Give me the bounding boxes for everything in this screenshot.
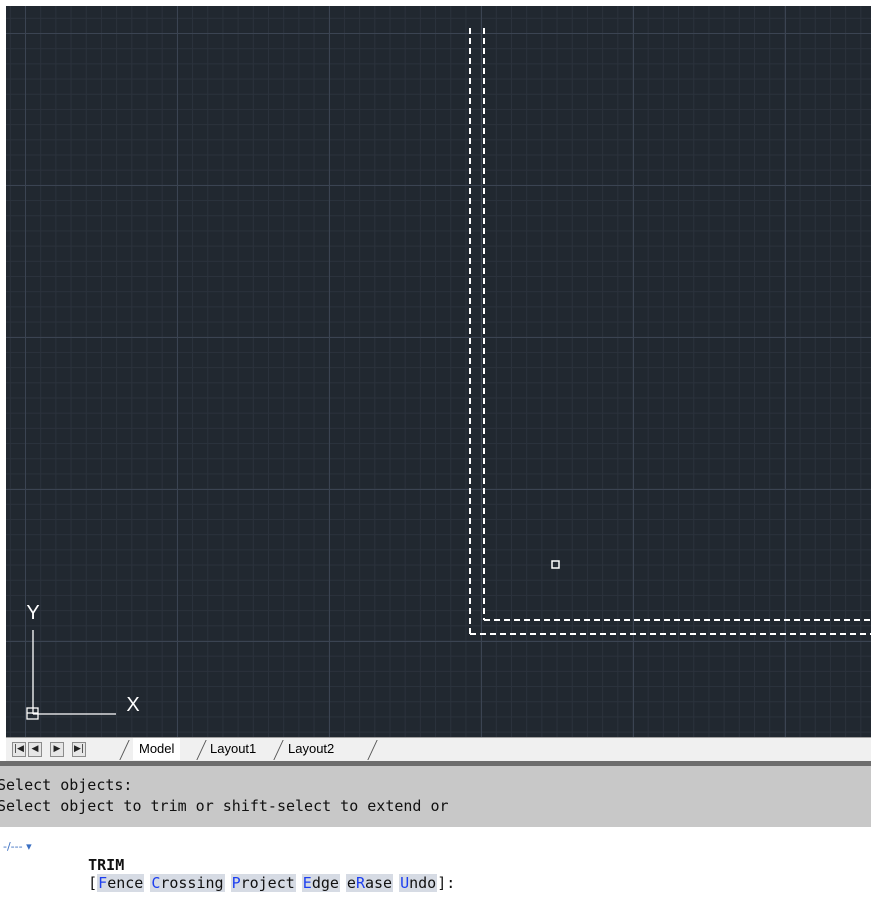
command-prompt: TRIM [Fence Crossing Project Edge eRase Undo]… bbox=[52, 838, 455, 910]
tab-separator bbox=[367, 740, 378, 760]
command-option[interactable]: eRase bbox=[345, 874, 394, 892]
tab-model[interactable]: Model bbox=[133, 738, 181, 760]
ucs-y-label: Y bbox=[26, 602, 39, 624]
history-line: Select object to trim or shift-select to… bbox=[0, 797, 449, 815]
options-close-bracket: ]: bbox=[437, 874, 456, 892]
command-option[interactable]: Fence bbox=[97, 874, 145, 892]
command-option[interactable]: Undo bbox=[399, 874, 438, 892]
command-option[interactable]: Edge bbox=[301, 874, 340, 892]
history-line: Select objects: bbox=[0, 776, 133, 794]
drawing-canvas[interactable]: Y X bbox=[6, 6, 871, 737]
command-option[interactable]: Crossing bbox=[150, 874, 225, 892]
top-border bbox=[0, 0, 871, 6]
trim-command-icon[interactable]: -/--- ▾ bbox=[3, 840, 32, 853]
model-space-viewport[interactable]: Y X bbox=[6, 6, 871, 737]
ucs-icon bbox=[26, 630, 116, 720]
left-border bbox=[0, 6, 6, 737]
command-history: Select objects: Select object to trim or… bbox=[0, 761, 871, 827]
layout-tab-bar: |◀ ◀ ▶ ▶| Model Layout1 Layout2 bbox=[6, 737, 871, 762]
command-option[interactable]: Project bbox=[230, 874, 296, 892]
command-line[interactable]: -/--- ▾ TRIM [Fence Crossing Project Edge eR… bbox=[0, 827, 871, 892]
options-open-bracket: [ bbox=[88, 874, 98, 892]
command-name: TRIM bbox=[88, 856, 125, 874]
tab-layout1[interactable]: Layout1 bbox=[210, 741, 257, 756]
pickbox-cursor bbox=[551, 560, 560, 569]
command-options: Fence Crossing Project Edge eRase Undo bbox=[97, 874, 438, 892]
previous-layout-button[interactable]: ◀ bbox=[28, 742, 42, 757]
next-layout-button[interactable]: ▶ bbox=[50, 742, 64, 757]
tab-separator bbox=[119, 740, 130, 760]
tab-layout2[interactable]: Layout2 bbox=[288, 741, 335, 756]
ucs-x-label: X bbox=[126, 694, 139, 716]
last-layout-button[interactable]: ▶| bbox=[72, 742, 86, 757]
selected-polyline[interactable] bbox=[469, 28, 871, 635]
first-layout-button[interactable]: |◀ bbox=[12, 742, 26, 757]
